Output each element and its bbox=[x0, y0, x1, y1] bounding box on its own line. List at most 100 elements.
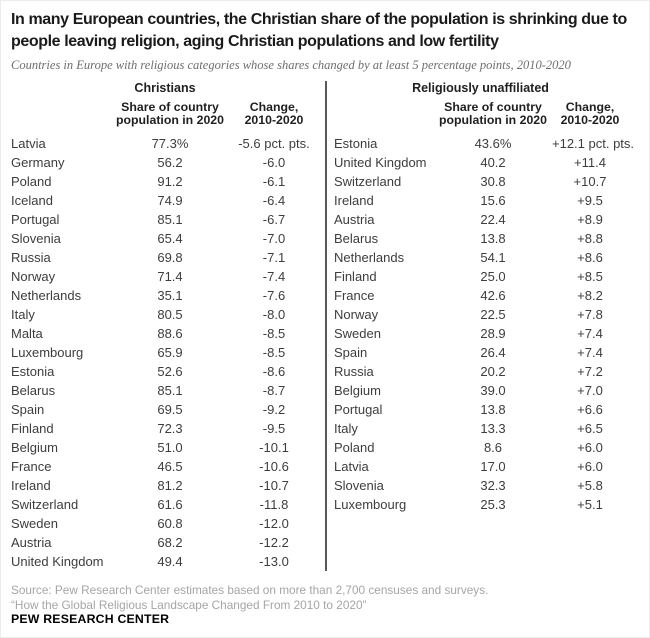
change-cell: -8.5 bbox=[262, 326, 286, 341]
country-cell: Netherlands bbox=[11, 288, 82, 303]
country-cell: Luxembourg bbox=[11, 345, 84, 360]
share-cell: 91.2 bbox=[157, 174, 183, 189]
table-row: Estonia 43.6% +12.1 pct. pts. bbox=[334, 134, 635, 153]
change-cell: -10.1 bbox=[259, 440, 289, 455]
country-cell: Estonia bbox=[334, 136, 378, 151]
share-cell: 88.6 bbox=[157, 326, 183, 341]
country-cell: Belarus bbox=[334, 231, 379, 246]
change-cell: +6.0 bbox=[577, 459, 603, 474]
country-cell: Finland bbox=[334, 269, 377, 284]
share-cell: 65.9 bbox=[157, 345, 183, 360]
change-cell: -7.1 bbox=[262, 250, 286, 265]
country-cell: Spain bbox=[334, 345, 368, 360]
share-cell: 35.1 bbox=[157, 288, 183, 303]
share-cell: 72.3 bbox=[157, 421, 183, 436]
page-title: In many European countries, the Christia… bbox=[11, 11, 627, 50]
tables-area: Christians Share of country population i… bbox=[1, 81, 649, 575]
change-cell: -12.2 bbox=[259, 535, 289, 550]
table-row: Spain 26.4 +7.4 bbox=[334, 343, 627, 362]
change-cell: +7.4 bbox=[577, 326, 603, 341]
share-cell: 80.5 bbox=[157, 307, 183, 322]
country-cell: Norway bbox=[334, 307, 379, 322]
share-cell: 25.3 bbox=[480, 497, 506, 512]
share-cell: 22.4 bbox=[480, 212, 506, 227]
change-cell: -9.2 bbox=[262, 402, 286, 417]
country-cell: Iceland bbox=[11, 193, 53, 208]
share-column-header: Share of country population in 2020 bbox=[439, 100, 547, 127]
table-row: Estonia 52.6 -8.6 bbox=[11, 362, 319, 381]
table-row: France 42.6 +8.2 bbox=[334, 286, 627, 305]
change-cell: -9.5 bbox=[262, 421, 286, 436]
country-cell: United Kingdom bbox=[11, 554, 104, 569]
share-cell: 65.4 bbox=[157, 231, 183, 246]
table-row: Austria 68.2 -12.2 bbox=[11, 533, 319, 552]
table-row: Malta 88.6 -8.5 bbox=[11, 324, 319, 343]
country-cell: Germany bbox=[11, 155, 65, 170]
table-row: Germany 56.2 -6.0 bbox=[11, 153, 319, 172]
share-cell: 20.2 bbox=[480, 364, 506, 379]
change-cell: +8.8 bbox=[577, 231, 603, 246]
share-cell: 61.6 bbox=[157, 497, 183, 512]
table-row: Netherlands 35.1 -7.6 bbox=[11, 286, 319, 305]
table-row: Slovenia 65.4 -7.0 bbox=[11, 229, 319, 248]
source-note: Source: Pew Research Center estimates ba… bbox=[11, 583, 643, 612]
country-cell: Estonia bbox=[11, 364, 55, 379]
subtitle: Countries in Europe with religious categ… bbox=[11, 58, 571, 72]
table-row: Austria 22.4 +8.9 bbox=[334, 210, 627, 229]
country-cell: Russia bbox=[334, 364, 374, 379]
share-cell: 13.3 bbox=[480, 421, 506, 436]
change-cell: -8.5 bbox=[262, 345, 286, 360]
table-row: France 46.5 -10.6 bbox=[11, 457, 319, 476]
country-cell: Portugal bbox=[11, 212, 60, 227]
change-cell: +7.8 bbox=[577, 307, 603, 322]
country-cell: Slovenia bbox=[334, 478, 384, 493]
change-cell: -6.0 bbox=[262, 155, 286, 170]
country-cell: Spain bbox=[11, 402, 45, 417]
share-cell: 68.2 bbox=[157, 535, 183, 550]
table-row: Latvia 77.3% -5.6 pct. pts. bbox=[11, 134, 319, 153]
share-cell: 69.8 bbox=[157, 250, 183, 265]
share-cell: 43.6% bbox=[474, 136, 512, 151]
share-cell: 32.3 bbox=[480, 478, 506, 493]
country-cell: Italy bbox=[11, 307, 35, 322]
change-cell: -7.4 bbox=[262, 269, 286, 284]
country-cell: United Kingdom bbox=[334, 155, 427, 170]
table-header-row: Share of country population in 2020 Chan… bbox=[334, 101, 627, 127]
change-cell: -8.0 bbox=[262, 307, 286, 322]
country-cell: Luxembourg bbox=[334, 497, 407, 512]
country-cell: Belarus bbox=[11, 383, 56, 398]
table-row: Slovenia 32.3 +5.8 bbox=[334, 476, 627, 495]
change-cell: -11.8 bbox=[259, 497, 289, 512]
change-cell: -10.7 bbox=[259, 478, 289, 493]
table-row: Switzerland 61.6 -11.8 bbox=[11, 495, 319, 514]
share-cell: 51.0 bbox=[157, 440, 183, 455]
country-cell: Switzerland bbox=[334, 174, 402, 189]
change-cell: +5.8 bbox=[577, 478, 603, 493]
table-row: Italy 13.3 +6.5 bbox=[334, 419, 627, 438]
share-cell: 85.1 bbox=[157, 383, 183, 398]
table-row: Latvia 17.0 +6.0 bbox=[334, 457, 627, 476]
pew-research-center-wordmark: PEW RESEARCH CENTER bbox=[11, 612, 170, 626]
table-row: Switzerland 30.8 +10.7 bbox=[334, 172, 627, 191]
share-cell: 56.2 bbox=[157, 155, 183, 170]
country-cell: Russia bbox=[11, 250, 51, 265]
country-cell: France bbox=[334, 288, 375, 303]
share-cell: 74.9 bbox=[157, 193, 183, 208]
change-cell: -8.7 bbox=[262, 383, 286, 398]
table-heading-christians: Christians bbox=[134, 81, 196, 95]
table-row: Sweden 28.9 +7.4 bbox=[334, 324, 627, 343]
table-row: Norway 22.5 +7.8 bbox=[334, 305, 627, 324]
change-cell: +8.9 bbox=[577, 212, 603, 227]
change-cell: -5.6 pct. pts. bbox=[238, 136, 310, 151]
table-header-row: Share of country population in 2020 Chan… bbox=[11, 101, 319, 127]
share-cell: 13.8 bbox=[480, 402, 506, 417]
country-cell: Slovenia bbox=[11, 231, 61, 246]
country-cell: Belgium bbox=[11, 440, 58, 455]
change-cell: +12.1 pct. pts. bbox=[552, 136, 635, 151]
share-cell: 46.5 bbox=[157, 459, 183, 474]
share-cell: 8.6 bbox=[483, 440, 503, 455]
share-cell: 13.8 bbox=[480, 231, 506, 246]
country-cell: Belgium bbox=[334, 383, 381, 398]
table-row: Belgium 39.0 +7.0 bbox=[334, 381, 627, 400]
table-heading-unaffiliated: Religiously unaffiliated bbox=[412, 81, 549, 95]
